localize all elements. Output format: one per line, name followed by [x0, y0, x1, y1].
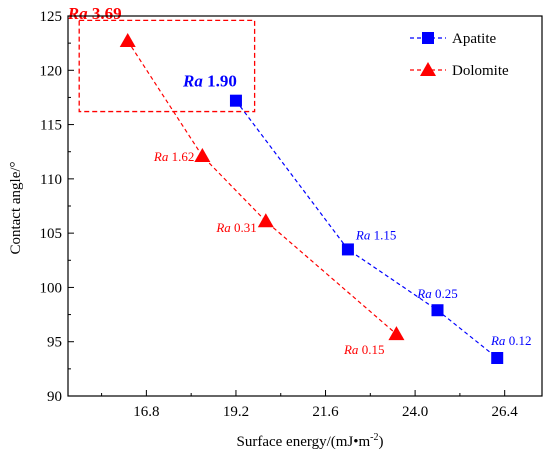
ra-symbol: Ra	[343, 342, 362, 357]
dolomite-ra-label: Ra 0.15	[343, 342, 384, 357]
y-tick-label: 100	[40, 280, 63, 296]
x-axis-title-tail: )	[379, 434, 384, 450]
x-tick-label: 16.8	[133, 404, 159, 420]
ra-symbol: Ra	[215, 220, 234, 235]
x-tick-label: 19.2	[223, 404, 249, 420]
ra-value: 0.15	[362, 342, 385, 357]
x-axis-title: Surface energy/(mJ•m-2)	[236, 432, 383, 450]
axes: 16.8 19.2 21.6 24.0 26.4 90 95 100 105 110 115 120 1…	[40, 9, 543, 420]
series-line-dolomite	[127, 40, 397, 335]
x-tick-label: 26.4	[492, 404, 519, 420]
ra-symbol: Ra	[153, 149, 172, 164]
ra-symbol: Ra	[67, 4, 92, 23]
series-markers	[119, 32, 504, 364]
ra-value: 0.31	[234, 220, 257, 235]
y-tick-label: 115	[40, 118, 62, 134]
dolomite-marker	[257, 213, 274, 228]
legend-label-apatite: Apatite	[452, 31, 496, 47]
dolomite-ra-label: Ra 1.62	[153, 149, 194, 164]
ra-value: 1.90	[207, 72, 237, 91]
apatite-marker	[229, 94, 242, 107]
legend-label-dolomite: Dolomite	[452, 63, 509, 79]
ra-value: 1.15	[374, 227, 397, 242]
x-tick-label: 24.0	[402, 404, 428, 420]
apatite-ra-label: Ra 0.25	[416, 286, 457, 301]
dolomite-marker	[119, 32, 136, 47]
x-axis-title-sup: -2	[370, 432, 378, 443]
apatite-ra-label: Ra 1.90	[182, 72, 237, 91]
y-axis-title: Contact angle/°	[8, 161, 24, 254]
ra-symbol: Ra	[182, 72, 207, 91]
y-tick-label: 120	[40, 63, 63, 79]
apatite-marker	[491, 352, 504, 364]
series-line-apatite	[235, 100, 498, 359]
dolomite-marker	[388, 326, 405, 341]
ra-value: 3.69	[92, 4, 122, 23]
dolomite-marker	[194, 148, 211, 163]
ra-value: 0.25	[435, 286, 458, 301]
dolomite-ra-label: Ra 3.69	[67, 4, 122, 23]
y-tick-label: 105	[40, 226, 63, 242]
ra-value: 1.62	[172, 149, 195, 164]
dolomite-ra-label: Ra 0.31	[215, 220, 256, 235]
legend-dolomite-marker	[420, 62, 436, 76]
y-tick-label: 95	[47, 335, 62, 351]
legend: Apatite Dolomite	[410, 31, 509, 79]
legend-apatite-marker	[422, 32, 434, 44]
apatite-marker	[431, 304, 444, 317]
apatite-ra-label: Ra 0.12	[490, 333, 531, 348]
y-tick-label: 110	[40, 172, 62, 188]
apatite-ra-label: Ra 1.15	[355, 227, 396, 242]
ra-value: 0.12	[509, 333, 532, 348]
series-lines	[127, 40, 498, 359]
x-tick-label: 21.6	[312, 404, 339, 420]
highlight-box	[78, 19, 256, 113]
y-tick-label: 125	[40, 9, 63, 25]
y-tick-label: 90	[47, 389, 62, 405]
ra-symbol: Ra	[355, 227, 374, 242]
plot-area	[78, 19, 256, 113]
apatite-marker	[341, 243, 354, 256]
x-axis-title-main: Surface energy/(mJ•m	[236, 434, 370, 450]
ra-symbol: Ra	[490, 333, 509, 348]
ra-symbol: Ra	[416, 286, 435, 301]
